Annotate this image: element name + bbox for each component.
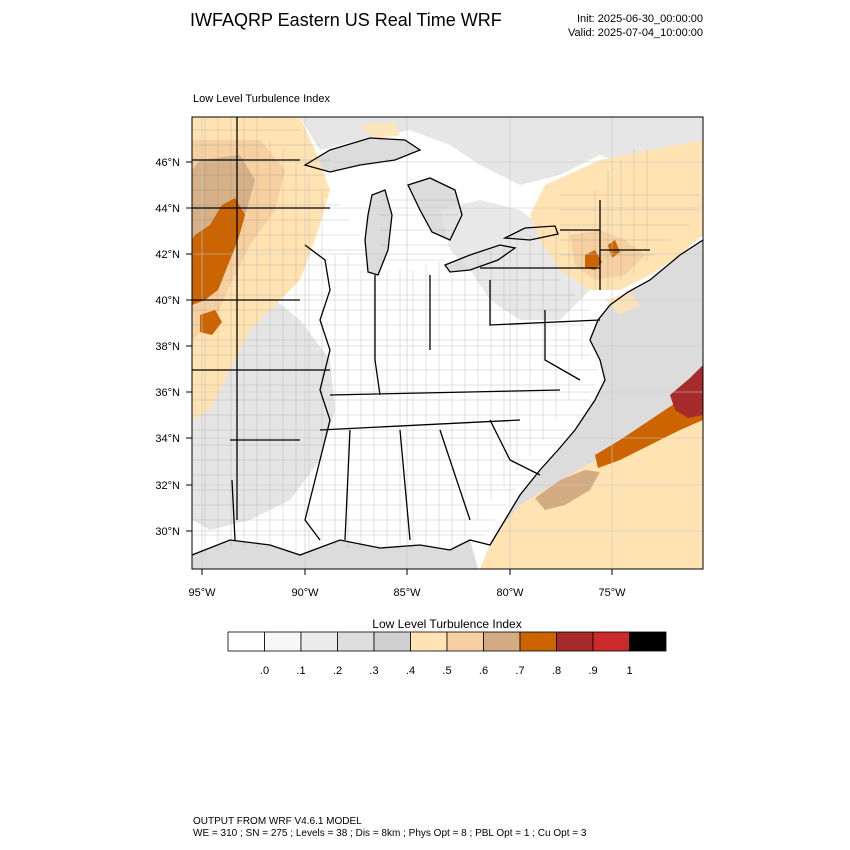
turbulence-map: 46°N 44°N 42°N 40°N 38°N 36°N 34°N 32°N … [155, 116, 704, 599]
main-title: IWFAQRP Eastern US Real Time WRF [190, 10, 502, 30]
colorbar-label: .7 [515, 665, 524, 677]
colorbar-swatch [483, 631, 521, 652]
colorbar-swatch [227, 631, 265, 652]
valid-time: Valid: 2025-07-04_10:00:00 [568, 27, 703, 39]
colorbar-label: 1 [626, 665, 632, 677]
colorbar-label: .9 [588, 665, 597, 677]
colorbar-label: .4 [406, 665, 415, 677]
lat-label: 44°N [155, 203, 180, 215]
lat-label: 34°N [155, 433, 180, 445]
colorbar-swatch [264, 631, 302, 652]
turbulence-gray-northeast [440, 200, 590, 320]
lat-label: 42°N [155, 249, 180, 261]
turbulence-orange-small [200, 310, 222, 335]
colorbar-swatch [337, 631, 375, 652]
lat-label: 40°N [155, 295, 180, 307]
colorbar-swatch [519, 631, 557, 652]
colorbar-label: .8 [552, 665, 561, 677]
lon-label: 75°W [598, 587, 626, 599]
colorbar-swatch [592, 631, 630, 652]
map-frame [191, 116, 704, 570]
lat-label: 36°N [155, 387, 180, 399]
map-subtitle: Low Level Turbulence Index [193, 93, 330, 105]
colorbar-label: .0 [260, 665, 269, 677]
turbulence-red-atlantic [670, 365, 703, 418]
colorbar: .0 .1 .2 .3 .4 .5 .6 .7 .8 .9 1 [227, 631, 667, 677]
canada-land [300, 117, 703, 200]
lat-label: 30°N [155, 526, 180, 538]
turbulence-tan-michigan [360, 122, 400, 140]
state-borders [192, 117, 703, 556]
map-field [192, 117, 703, 569]
turbulence-brown-atlantic [535, 470, 600, 510]
colorbar-swatch [556, 631, 594, 652]
init-time: Init: 2025-06-30_00:00:00 [577, 13, 703, 25]
colorbar-swatch [446, 631, 484, 652]
lake-superior [305, 138, 420, 172]
lat-label: 46°N [155, 157, 180, 169]
lon-label: 80°W [496, 587, 524, 599]
axis-ticks [186, 161, 613, 575]
footer-model-line: OUTPUT FROM WRF V4.6.1 MODEL [193, 816, 362, 827]
colorbar-swatch [629, 631, 667, 652]
colorbar-label: .3 [369, 665, 378, 677]
county-grid [192, 117, 700, 555]
lon-label: 90°W [291, 587, 319, 599]
colorbar-label: .1 [296, 665, 305, 677]
colorbar-label: .2 [333, 665, 342, 677]
turbulence-tan-ocean-ne [605, 292, 640, 315]
colorbar-swatch [410, 631, 448, 652]
footer-config-line: WE = 310 ; SN = 275 ; Levels = 38 ; Dis … [193, 828, 587, 839]
lat-label: 32°N [155, 480, 180, 492]
colorbar-label: .5 [442, 665, 451, 677]
lat-label: 38°N [155, 341, 180, 353]
turbulence-orange-west [192, 198, 245, 305]
gulf-of-mexico [192, 540, 478, 569]
lon-label: 95°W [188, 587, 216, 599]
turbulence-orange-ne-2 [608, 240, 620, 258]
lon-label: 85°W [393, 587, 421, 599]
colorbar-title: Low Level Turbulence Index [372, 617, 522, 631]
colorbar-label: .6 [479, 665, 488, 677]
colorbar-swatch [373, 631, 411, 652]
colorbar-swatch [300, 631, 338, 652]
